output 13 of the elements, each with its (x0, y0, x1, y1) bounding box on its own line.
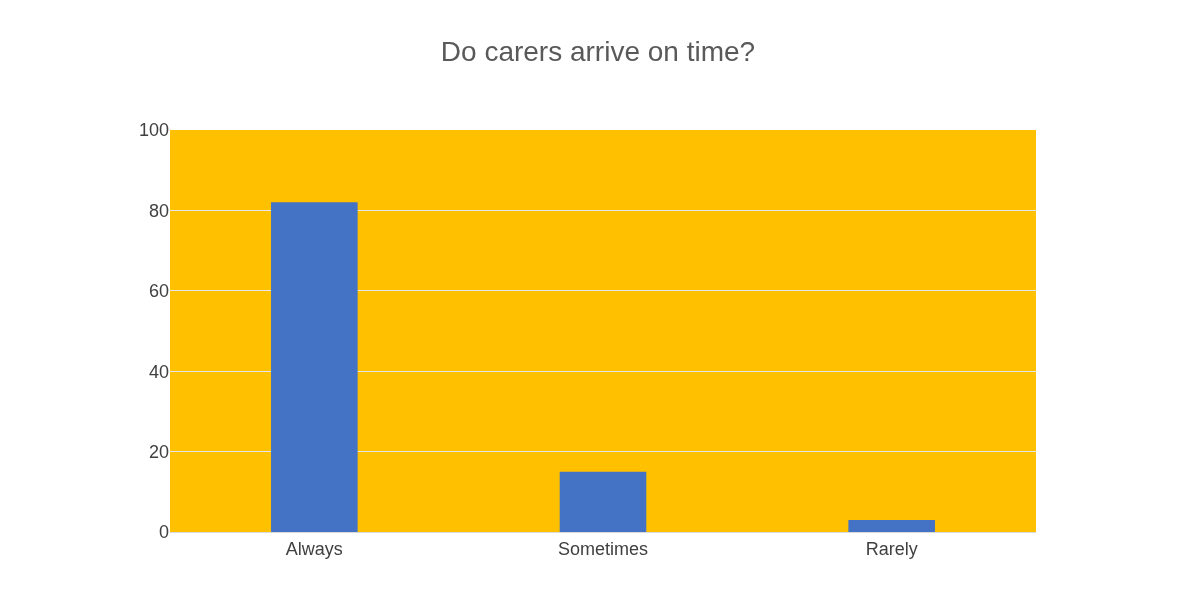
y-tick-label: 80 (148, 200, 169, 221)
x-tick-label: Sometimes (557, 538, 649, 559)
y-tick-label: 60 (148, 281, 169, 302)
bar (271, 202, 358, 532)
y-tick-label: 0 (158, 522, 169, 543)
y-tick-label: 20 (148, 441, 169, 462)
bar (559, 471, 647, 532)
chart-title: Do carers arrive on time? (440, 36, 756, 68)
x-tick-label: Rarely (865, 538, 918, 559)
y-tick-label: 100 (138, 120, 169, 141)
bar (848, 519, 935, 532)
x-tick-label: Always (285, 538, 343, 559)
y-tick-label: 40 (148, 361, 169, 382)
